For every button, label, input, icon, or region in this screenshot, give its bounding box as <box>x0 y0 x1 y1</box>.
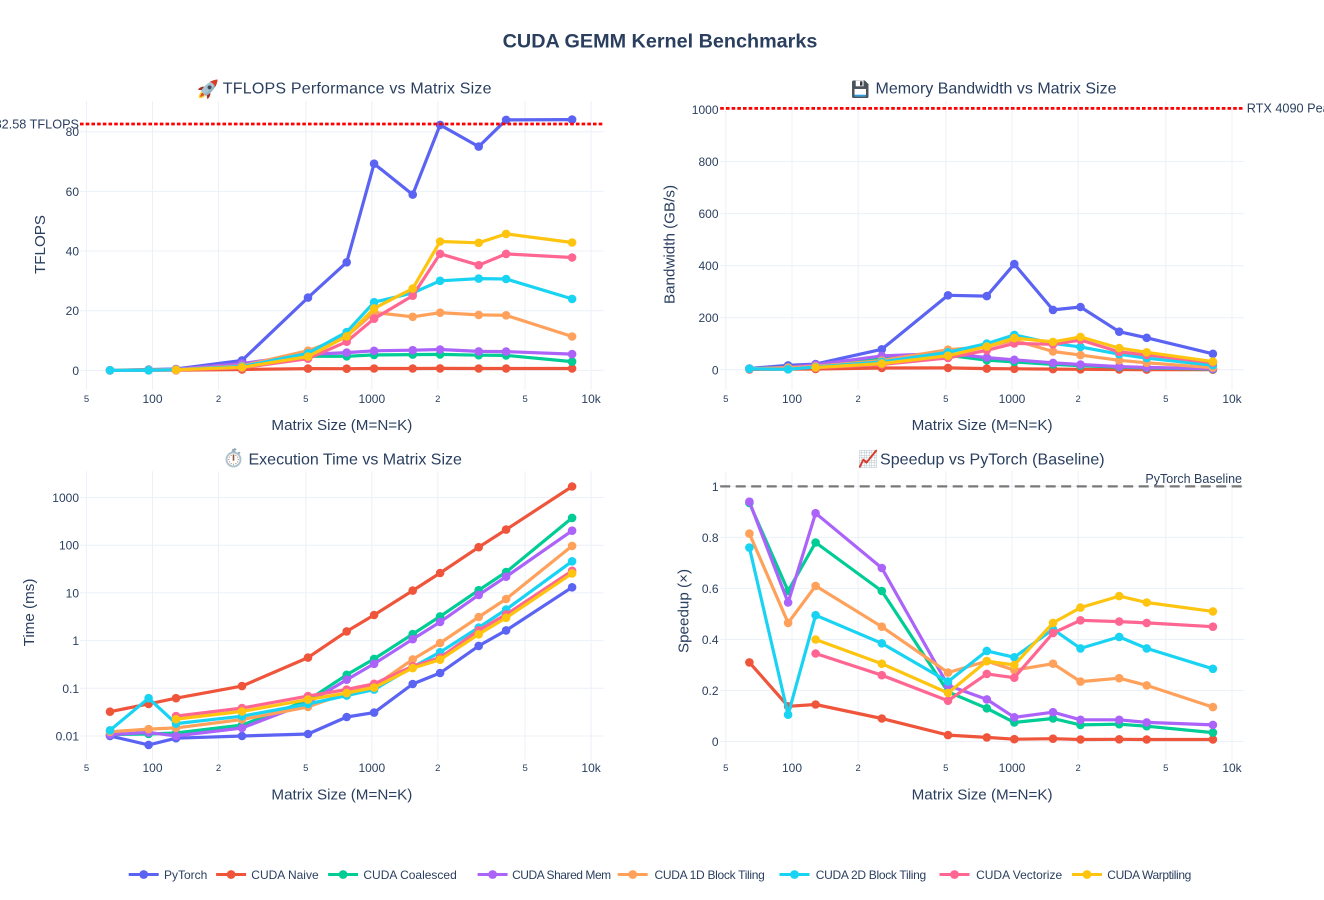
svg-text:0.1: 0.1 <box>62 682 79 696</box>
svg-text:1: 1 <box>712 480 719 494</box>
svg-text:2: 2 <box>435 763 440 774</box>
svg-text:0.4: 0.4 <box>702 633 719 647</box>
svg-text:CUDA Naive: CUDA Naive <box>251 868 319 882</box>
svg-text:2: 2 <box>856 763 861 774</box>
svg-text:10k: 10k <box>581 761 601 775</box>
svg-text:1000: 1000 <box>358 392 385 406</box>
svg-text:Speedup (×): Speedup (×) <box>676 569 693 653</box>
svg-text:100: 100 <box>59 539 79 553</box>
svg-text:5: 5 <box>943 763 948 774</box>
svg-text:10k: 10k <box>1222 392 1242 406</box>
svg-text:800: 800 <box>698 155 718 169</box>
svg-text:5: 5 <box>1163 394 1168 405</box>
svg-text:Bandwidth (GB/s): Bandwidth (GB/s) <box>662 185 679 304</box>
svg-text:1: 1 <box>72 634 79 648</box>
svg-text:Memory Bandwidth vs Matrix Siz: Memory Bandwidth vs Matrix Size <box>876 81 1117 98</box>
svg-text:CUDA 2D Block Tiling: CUDA 2D Block Tiling <box>816 868 926 882</box>
svg-text:0.2: 0.2 <box>702 684 719 698</box>
svg-text:100: 100 <box>142 392 162 406</box>
svg-text:RTX 4090 Peak: 1008 GB/s: RTX 4090 Peak: 1008 GB/s <box>1247 102 1324 116</box>
svg-text:0: 0 <box>712 735 719 749</box>
svg-text:2: 2 <box>1076 763 1081 774</box>
svg-text:Time (ms): Time (ms) <box>21 579 38 647</box>
svg-text:Matrix Size (M=N=K): Matrix Size (M=N=K) <box>271 787 412 804</box>
svg-text:10k: 10k <box>1222 761 1242 775</box>
svg-text:5: 5 <box>303 394 308 405</box>
svg-text:Execution Time vs Matrix Size: Execution Time vs Matrix Size <box>249 451 463 468</box>
svg-text:2: 2 <box>216 394 221 405</box>
svg-text:5: 5 <box>303 763 308 774</box>
svg-text:2: 2 <box>1076 394 1081 405</box>
svg-text:40: 40 <box>66 245 80 259</box>
svg-text:CUDA Coalesced: CUDA Coalesced <box>363 868 456 882</box>
svg-text:PyTorch: PyTorch <box>164 868 207 882</box>
svg-text:1000: 1000 <box>999 392 1026 406</box>
svg-text:80: 80 <box>66 125 80 139</box>
svg-text:Matrix Size (M=N=K): Matrix Size (M=N=K) <box>912 787 1053 804</box>
svg-text:60: 60 <box>66 185 80 199</box>
svg-text:20: 20 <box>66 304 80 318</box>
svg-text:2: 2 <box>435 394 440 405</box>
svg-text:5: 5 <box>84 394 89 405</box>
svg-text:400: 400 <box>698 259 718 273</box>
svg-text:5: 5 <box>522 394 527 405</box>
svg-text:600: 600 <box>698 207 718 221</box>
svg-text:1000: 1000 <box>999 761 1026 775</box>
svg-text:Matrix Size (M=N=K): Matrix Size (M=N=K) <box>271 417 412 434</box>
svg-text:2: 2 <box>216 763 221 774</box>
svg-text:CUDA Warptiling: CUDA Warptiling <box>1107 868 1191 882</box>
svg-text:10: 10 <box>66 586 80 600</box>
svg-text:5: 5 <box>723 394 728 405</box>
svg-text:0.6: 0.6 <box>702 582 719 596</box>
svg-text:0.8: 0.8 <box>702 531 719 545</box>
svg-text:CUDA Vectorize: CUDA Vectorize <box>976 868 1062 882</box>
svg-text:CUDA 1D Block Tiling: CUDA 1D Block Tiling <box>655 868 765 882</box>
svg-text:5: 5 <box>943 394 948 405</box>
svg-text:TFLOPS Performance vs Matrix S: TFLOPS Performance vs Matrix Size <box>223 81 492 98</box>
svg-text:TFLOPS: TFLOPS <box>32 215 49 274</box>
svg-text:0: 0 <box>712 363 719 377</box>
svg-text:Speedup vs PyTorch (Baseline): Speedup vs PyTorch (Baseline) <box>880 451 1105 468</box>
svg-text:0.01: 0.01 <box>56 730 80 744</box>
svg-text:Matrix Size (M=N=K): Matrix Size (M=N=K) <box>912 417 1053 434</box>
svg-text:0: 0 <box>72 364 79 378</box>
svg-text:CUDA GEMM Kernel Benchmarks: CUDA GEMM Kernel Benchmarks <box>503 31 818 53</box>
svg-text:10k: 10k <box>581 392 601 406</box>
svg-text:2: 2 <box>856 394 861 405</box>
svg-text:100: 100 <box>782 392 802 406</box>
svg-text:100: 100 <box>782 761 802 775</box>
svg-text:200: 200 <box>698 311 718 325</box>
svg-text:CUDA Shared Mem: CUDA Shared Mem <box>512 868 611 882</box>
svg-text:5: 5 <box>1163 763 1168 774</box>
svg-text:82.58 TFLOPS: 82.58 TFLOPS <box>0 117 79 131</box>
svg-text:5: 5 <box>723 763 728 774</box>
svg-text:5: 5 <box>84 763 89 774</box>
svg-text:5: 5 <box>522 763 527 774</box>
svg-text:PyTorch Baseline: PyTorch Baseline <box>1145 472 1242 486</box>
svg-text:100: 100 <box>142 761 162 775</box>
svg-text:1000: 1000 <box>358 761 385 775</box>
svg-text:1000: 1000 <box>692 103 719 117</box>
svg-text:1000: 1000 <box>52 491 79 505</box>
